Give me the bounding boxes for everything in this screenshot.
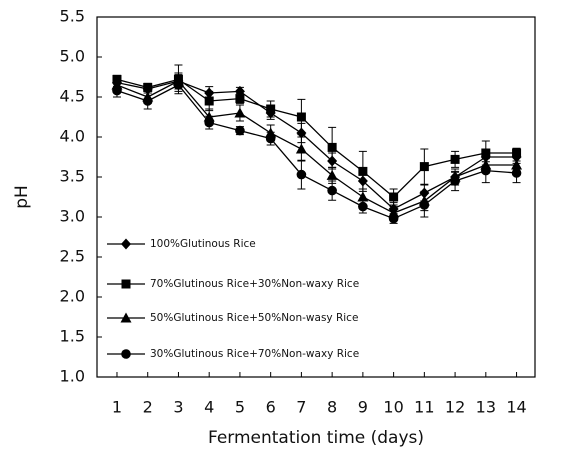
plot-frame [96,16,536,378]
marker [235,125,245,136]
y-tick-label: 2.5 [60,247,85,266]
marker [358,166,368,176]
legend-marker [121,349,131,359]
x-tick-label: 6 [266,398,276,417]
marker [512,148,522,158]
y-axis-label: pH [12,185,32,209]
marker [481,165,491,176]
x-tick-label: 7 [296,398,306,417]
marker [265,133,276,144]
y-tick-label: 1.5 [60,327,85,346]
y-tick-label: 4.0 [60,127,85,146]
marker [204,96,214,106]
legend-label: 70%Glutinous Rice+30%Non-waxy Rice [150,278,359,290]
y-tick-label: 1.0 [60,367,85,386]
legend-label: 100%Glutinous Rice [150,238,256,250]
marker [295,143,307,154]
marker [266,104,276,114]
marker [327,185,337,196]
marker [234,107,246,118]
marker [450,176,460,186]
y-tick-label: 5.5 [60,7,85,26]
series-line [116,80,517,210]
x-tick-label: 4 [204,398,214,417]
marker [296,112,306,122]
marker [235,94,245,104]
marker [143,82,153,92]
y-tick-label: 3.0 [60,207,85,226]
legend-label: 30%Glutinous Rice+70%Non-waxy Rice [150,348,359,360]
legend-label: 50%Glutinous Rice+50%Non-wasy Rice [150,312,358,324]
marker [173,80,184,90]
y-tick-label: 4.5 [60,87,85,106]
marker [112,85,122,96]
x-tick-label: 3 [173,398,183,417]
x-tick-label: 10 [383,398,403,417]
marker [419,162,429,172]
y-tick-label: 2.0 [60,287,85,306]
marker [389,192,399,202]
series-line [116,84,517,220]
marker [296,169,307,180]
marker [327,142,337,152]
marker [204,117,214,128]
marker [450,154,460,164]
x-tick-label: 1 [112,398,122,417]
marker [142,96,153,106]
x-tick-label: 2 [143,398,153,417]
series-line [116,78,517,198]
legend-marker [121,279,131,289]
x-tick-label: 5 [235,398,245,417]
marker [419,200,430,210]
x-tick-label: 14 [506,398,526,417]
marker [511,168,522,178]
x-tick-label: 8 [327,398,337,417]
x-tick-label: 12 [445,398,465,417]
legend-marker [120,312,132,323]
x-axis-label: Fermentation time (days) [208,428,424,448]
marker [112,74,122,84]
marker [388,213,399,224]
marker [481,148,491,158]
y-tick-label: 3.5 [60,167,85,186]
marker [326,169,338,180]
x-tick-label: 11 [414,398,434,417]
marker [357,191,369,202]
x-tick-label: 9 [358,398,368,417]
y-tick-label: 5.0 [60,47,85,66]
x-tick-label: 13 [476,398,496,417]
legend-marker [121,238,131,250]
marker [358,201,368,212]
